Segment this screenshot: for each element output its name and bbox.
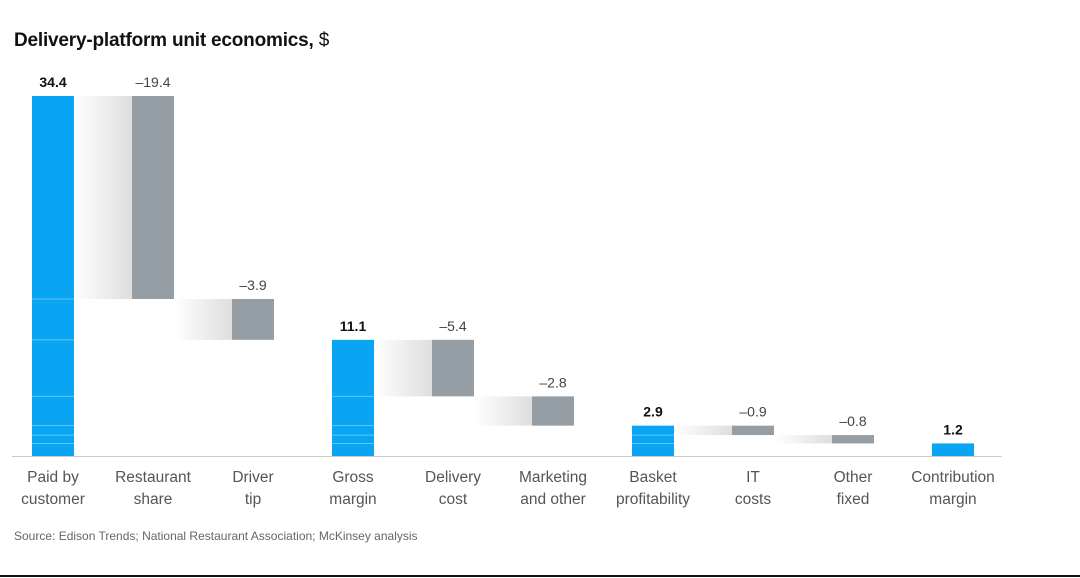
value-label-2: –3.9: [239, 277, 266, 293]
bar-3: [332, 339, 374, 456]
category-label-2: Driver tip: [232, 469, 273, 508]
bridge-2: [174, 299, 232, 340]
bar-8: [832, 435, 874, 444]
bar-0: [32, 96, 74, 456]
category-label-7: IT costs: [735, 469, 771, 508]
chart-title-text: Delivery-platform unit economics,: [14, 30, 314, 51]
bridge-8: [774, 435, 832, 444]
bridge-1: [74, 96, 132, 300]
value-label-7: –0.9: [739, 404, 766, 420]
bottom-rule: [0, 575, 1080, 577]
bar-9: [932, 443, 974, 456]
value-label-1: –19.4: [135, 74, 170, 90]
source-note: Source: Edison Trends; National Restaura…: [14, 529, 418, 543]
bridge-7: [674, 425, 732, 436]
value-label-0: 34.4: [39, 74, 66, 90]
category-label-8: Other fixed: [834, 469, 873, 508]
value-label-5: –2.8: [539, 374, 566, 390]
waterfall-chart: 34.4 –19.4–3.911.1 –5.4–2.82.9 –0.9–0.81.2 …: [12, 74, 1002, 508]
bridge-5: [474, 396, 532, 426]
bar-1: [132, 96, 174, 300]
category-label-4: Delivery cost: [425, 469, 481, 508]
value-labels-group: 34.4 –19.4 –3.9 11.1 –5.4 –2.8 2.9 –0.9 –0.8 1.2: [39, 74, 963, 437]
category-label-1: Restaurant share: [115, 469, 192, 508]
value-label-6: 2.9: [643, 404, 663, 420]
category-label-5: Marketing and other: [519, 469, 587, 508]
category-label-3: Gross margin: [329, 469, 376, 508]
bar-5: [532, 396, 574, 426]
bar-4: [432, 339, 474, 397]
bar-2: [232, 299, 274, 340]
category-label-9: Contribution margin: [911, 469, 995, 508]
value-label-4: –5.4: [439, 318, 466, 334]
value-label-9: 1.2: [943, 421, 963, 437]
chart-title-unit: $: [318, 30, 330, 51]
bars-group: [32, 96, 974, 456]
category-label-6: Basket profitability: [616, 469, 690, 508]
bridge-4: [374, 339, 432, 397]
bar-7: [732, 425, 774, 436]
bar-6: [632, 425, 674, 456]
category-label-0: Paid by customer: [21, 469, 85, 508]
bridges-group: [74, 96, 832, 444]
category-labels-group: Paid by customer Restaurant share Driver tip G…: [21, 469, 995, 508]
value-label-3: 11.1: [340, 318, 367, 334]
value-label-8: –0.8: [839, 413, 866, 429]
chart-title: Delivery-platform unit economics, $: [14, 30, 329, 52]
